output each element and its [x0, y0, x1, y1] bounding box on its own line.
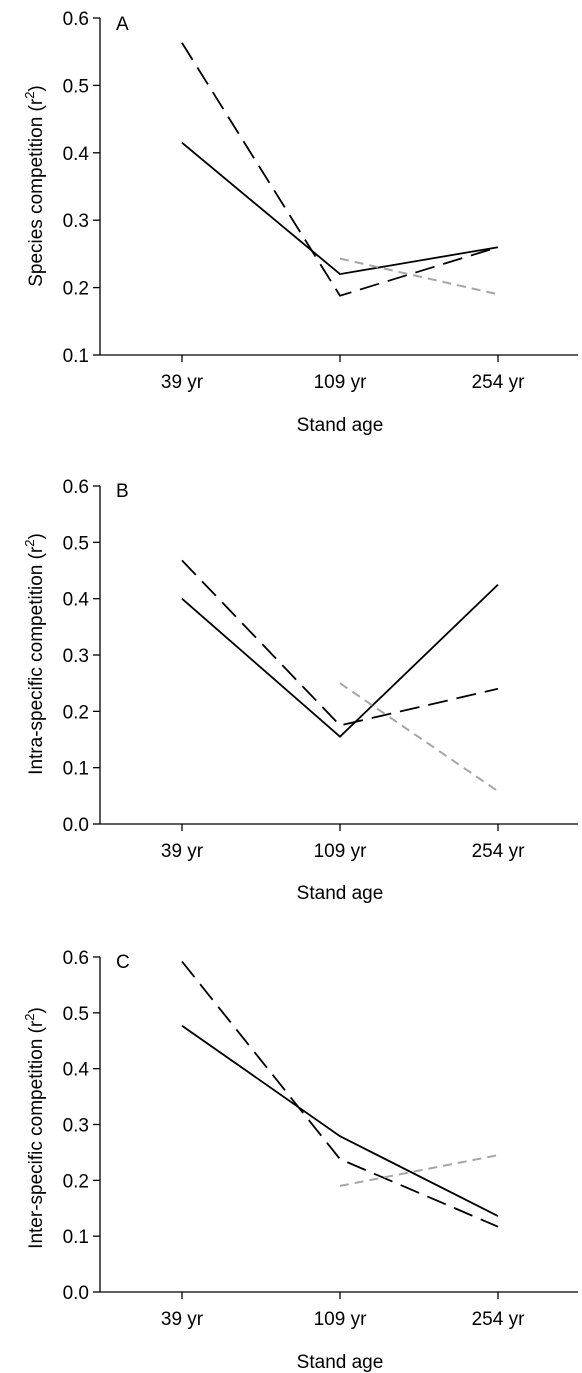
series-line-a-3: [339, 257, 499, 296]
y-axis-title-a: Species competition (r2): [22, 85, 47, 287]
series-line-b-1: [181, 583, 499, 738]
series-line-c-1: [181, 1024, 499, 1217]
y-tick-label-c: 0.5: [63, 1004, 89, 1025]
y-tick-label-b: 0.3: [63, 646, 89, 667]
y-tick-label-b: 0.5: [63, 533, 89, 554]
y-tick-label-c: 0.0: [63, 1283, 89, 1304]
y-tick-label-b: 0.0: [63, 815, 89, 836]
x-tick-label-b: 254 yr: [472, 841, 525, 862]
panel-letter-b: B: [116, 481, 129, 502]
y-axis-title-sup-a: 2: [22, 92, 37, 99]
x-tick-label-a: 254 yr: [472, 372, 525, 393]
x-tick-label-a: 39 yr: [161, 372, 204, 393]
y-axis-title-end-c: ): [26, 1007, 47, 1013]
svg-text:Species competition (r2): Species competition (r2): [22, 85, 47, 287]
y-tick-label-c: 0.1: [63, 1227, 89, 1248]
y-tick-label-a: 0.6: [63, 9, 89, 30]
y-axis-title-text-b: Intra-specific competition (r: [26, 546, 47, 775]
x-tick-label-b: 109 yr: [314, 841, 367, 862]
y-axis-title-sup-c: 2: [22, 1014, 37, 1021]
series-line-b-3: [339, 682, 499, 793]
y-axis-title-b: Intra-specific competition (r2): [22, 533, 47, 775]
panel-b: B Intra-specific competition (r2) Stand …: [22, 477, 578, 904]
y-axis-title-end-a: ): [26, 85, 47, 91]
series-line-c-2: [181, 960, 499, 1228]
x-axis-title-b: Stand age: [297, 883, 384, 904]
y-tick-label-a: 0.5: [63, 76, 89, 97]
y-tick-label-b: 0.1: [63, 759, 89, 780]
y-axis-title-sup-b: 2: [22, 540, 37, 547]
y-tick-label-b: 0.6: [63, 477, 89, 498]
x-tick-label-a: 109 yr: [314, 372, 367, 393]
y-tick-label-b: 0.4: [63, 590, 90, 611]
y-tick-label-a: 0.1: [63, 346, 89, 367]
x-axis-title-c: Stand age: [297, 1352, 384, 1373]
y-axis-title-end-b: ): [26, 533, 47, 539]
y-tick-label-c: 0.4: [63, 1060, 90, 1081]
series-line-b-2: [181, 559, 499, 727]
y-tick-label-a: 0.3: [63, 211, 89, 232]
panel-a: A Species competition (r2) Stand age 0.1…: [22, 9, 578, 436]
svg-text:Intra-specific competition (r2: Intra-specific competition (r2): [22, 533, 47, 775]
y-tick-label-c: 0.6: [63, 948, 89, 969]
x-tick-label-c: 39 yr: [161, 1309, 204, 1330]
y-axis-title-text-c: Inter-specific competition (r: [26, 1020, 47, 1249]
series-line-c-3: [339, 1154, 499, 1187]
y-axis-title-c: Inter-specific competition (r2): [22, 1007, 47, 1249]
series-line-a-1: [181, 142, 499, 276]
x-tick-label-c: 109 yr: [314, 1309, 367, 1330]
y-axis-title-text-a: Species competition (r: [26, 98, 47, 287]
x-axis-title-a: Stand age: [297, 415, 384, 436]
panel-c: C Inter-specific competition (r2) Stand …: [22, 948, 578, 1373]
y-tick-label-b: 0.2: [63, 702, 89, 723]
y-tick-label-c: 0.2: [63, 1171, 89, 1192]
y-tick-label-a: 0.2: [63, 279, 89, 300]
y-tick-label-a: 0.4: [63, 144, 90, 165]
svg-text:Inter-specific competition (r2: Inter-specific competition (r2): [22, 1007, 47, 1249]
y-tick-label-c: 0.3: [63, 1116, 89, 1137]
panel-letter-a: A: [116, 14, 129, 35]
series-line-a-2: [181, 42, 499, 297]
x-tick-label-b: 39 yr: [161, 841, 204, 862]
x-tick-label-c: 254 yr: [472, 1309, 525, 1330]
panel-letter-c: C: [116, 952, 130, 973]
